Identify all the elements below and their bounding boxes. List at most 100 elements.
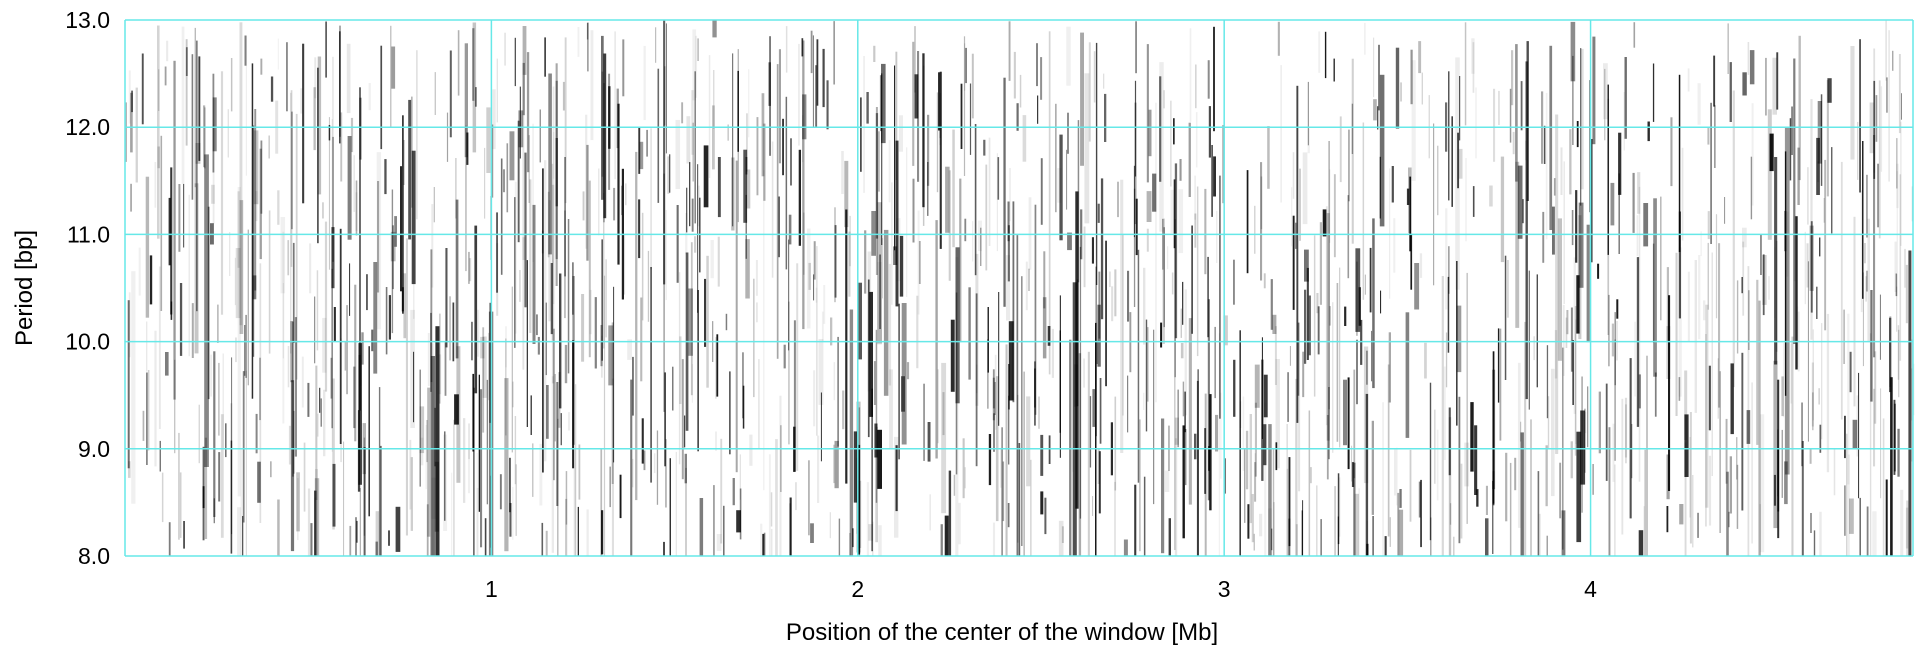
heatmap-streak bbox=[1104, 93, 1107, 142]
heatmap-streak bbox=[1809, 448, 1812, 464]
heatmap-streak bbox=[1714, 105, 1716, 168]
heatmap-streak bbox=[582, 191, 585, 221]
heatmap-streak bbox=[1547, 396, 1550, 449]
heatmap-streak bbox=[545, 530, 548, 556]
heatmap-streak bbox=[1264, 402, 1267, 556]
heatmap-streak bbox=[1351, 445, 1353, 482]
heatmap-streak bbox=[841, 151, 844, 194]
heatmap-streak bbox=[1590, 139, 1593, 263]
heatmap-streak bbox=[270, 461, 272, 478]
heatmap-streak bbox=[465, 125, 467, 272]
heatmap-streak bbox=[638, 126, 641, 174]
heatmap-streak bbox=[1576, 121, 1579, 148]
heatmap-streak bbox=[1578, 202, 1584, 288]
heatmap-streak bbox=[1605, 383, 1608, 481]
heatmap-streak bbox=[307, 382, 310, 417]
heatmap-streak bbox=[1286, 468, 1289, 556]
heatmap-streak bbox=[993, 413, 995, 452]
heatmap-streak bbox=[1474, 425, 1478, 495]
heatmap-streak bbox=[939, 71, 942, 249]
heatmap-streak bbox=[992, 377, 995, 421]
heatmap-streak bbox=[1703, 300, 1706, 321]
heatmap-streak bbox=[1904, 248, 1906, 288]
y-tick-label: 11.0 bbox=[67, 221, 110, 247]
heatmap-streak bbox=[875, 107, 878, 275]
heatmap-streak bbox=[690, 242, 693, 396]
heatmap-streak bbox=[1292, 152, 1295, 199]
heatmap-streak bbox=[220, 71, 224, 315]
heatmap-streak bbox=[998, 292, 1000, 426]
heatmap-streak bbox=[1859, 497, 1861, 556]
heatmap-streak bbox=[1333, 58, 1335, 82]
heatmap-streak bbox=[431, 204, 434, 288]
heatmap-streak bbox=[363, 437, 366, 536]
heatmap-streak bbox=[608, 325, 613, 386]
heatmap-streak bbox=[204, 107, 206, 169]
heatmap-streak bbox=[697, 290, 699, 452]
heatmap-streak bbox=[1159, 76, 1162, 182]
heatmap-streak bbox=[763, 532, 766, 556]
heatmap-streak bbox=[895, 51, 898, 181]
heatmap-streak bbox=[882, 238, 883, 299]
heatmap-streak bbox=[1849, 351, 1852, 393]
heatmap-streak bbox=[1078, 353, 1082, 556]
heatmap-streak bbox=[1297, 322, 1300, 396]
heatmap-streak bbox=[1464, 442, 1470, 487]
heatmap-streak bbox=[227, 109, 229, 158]
heatmap-streak bbox=[1057, 168, 1062, 203]
heatmap-streak bbox=[542, 168, 544, 473]
heatmap-streak bbox=[1840, 161, 1843, 420]
heatmap-streak bbox=[1213, 26, 1215, 132]
heatmap-streak bbox=[1178, 189, 1184, 254]
heatmap-streak bbox=[1515, 161, 1520, 328]
heatmap-streak bbox=[872, 521, 874, 556]
heatmap-streak bbox=[1012, 201, 1015, 403]
heatmap-streak bbox=[168, 522, 171, 556]
heatmap-streak bbox=[230, 440, 233, 554]
heatmap-streak bbox=[1906, 500, 1909, 556]
heatmap-streak bbox=[350, 117, 354, 153]
y-tick-label: 12.0 bbox=[65, 114, 110, 140]
heatmap-streak bbox=[697, 38, 699, 61]
heatmap-streak bbox=[1122, 234, 1124, 416]
heatmap-streak bbox=[235, 337, 237, 363]
heatmap-streak bbox=[195, 143, 201, 164]
heatmap-streak bbox=[1492, 471, 1495, 506]
heatmap-streak bbox=[664, 66, 666, 126]
heatmap-streak bbox=[1389, 168, 1391, 299]
heatmap-streak bbox=[1099, 378, 1102, 444]
heatmap-streak bbox=[1394, 449, 1397, 496]
heatmap-streak bbox=[1862, 272, 1864, 367]
heatmap-streak bbox=[1586, 224, 1590, 343]
heatmap-streak bbox=[963, 36, 966, 176]
heatmap-streak bbox=[320, 398, 322, 427]
heatmap-streak bbox=[1208, 106, 1211, 158]
heatmap-streak bbox=[717, 236, 720, 287]
heatmap-streak bbox=[234, 257, 236, 306]
heatmap-streak bbox=[955, 247, 960, 404]
heatmap-streak bbox=[1328, 387, 1330, 460]
heatmap-streak bbox=[159, 440, 161, 472]
heatmap-streak bbox=[1846, 433, 1848, 556]
heatmap-streak bbox=[496, 58, 498, 123]
heatmap-streak bbox=[314, 478, 320, 556]
heatmap-streak bbox=[1399, 489, 1402, 508]
heatmap-streak bbox=[922, 53, 925, 208]
heatmap-streak bbox=[562, 81, 565, 111]
heatmap-streak bbox=[653, 453, 656, 474]
heatmap-streak bbox=[641, 212, 644, 321]
heatmap-streak bbox=[1382, 402, 1384, 556]
heatmap-streak bbox=[1509, 462, 1512, 556]
heatmap-streak bbox=[430, 312, 432, 392]
heatmap-streak bbox=[218, 452, 221, 502]
heatmap-streak bbox=[1517, 165, 1523, 239]
heatmap-streak bbox=[1773, 474, 1776, 506]
heatmap-streak bbox=[983, 139, 986, 156]
heatmap-streak bbox=[486, 379, 488, 505]
heatmap-streak bbox=[964, 218, 967, 242]
heatmap-streak bbox=[1339, 267, 1341, 448]
heatmap-streak bbox=[1570, 21, 1576, 82]
heatmap-streak bbox=[572, 262, 574, 315]
heatmap-streak bbox=[942, 392, 945, 436]
heatmap-streak bbox=[380, 45, 383, 150]
